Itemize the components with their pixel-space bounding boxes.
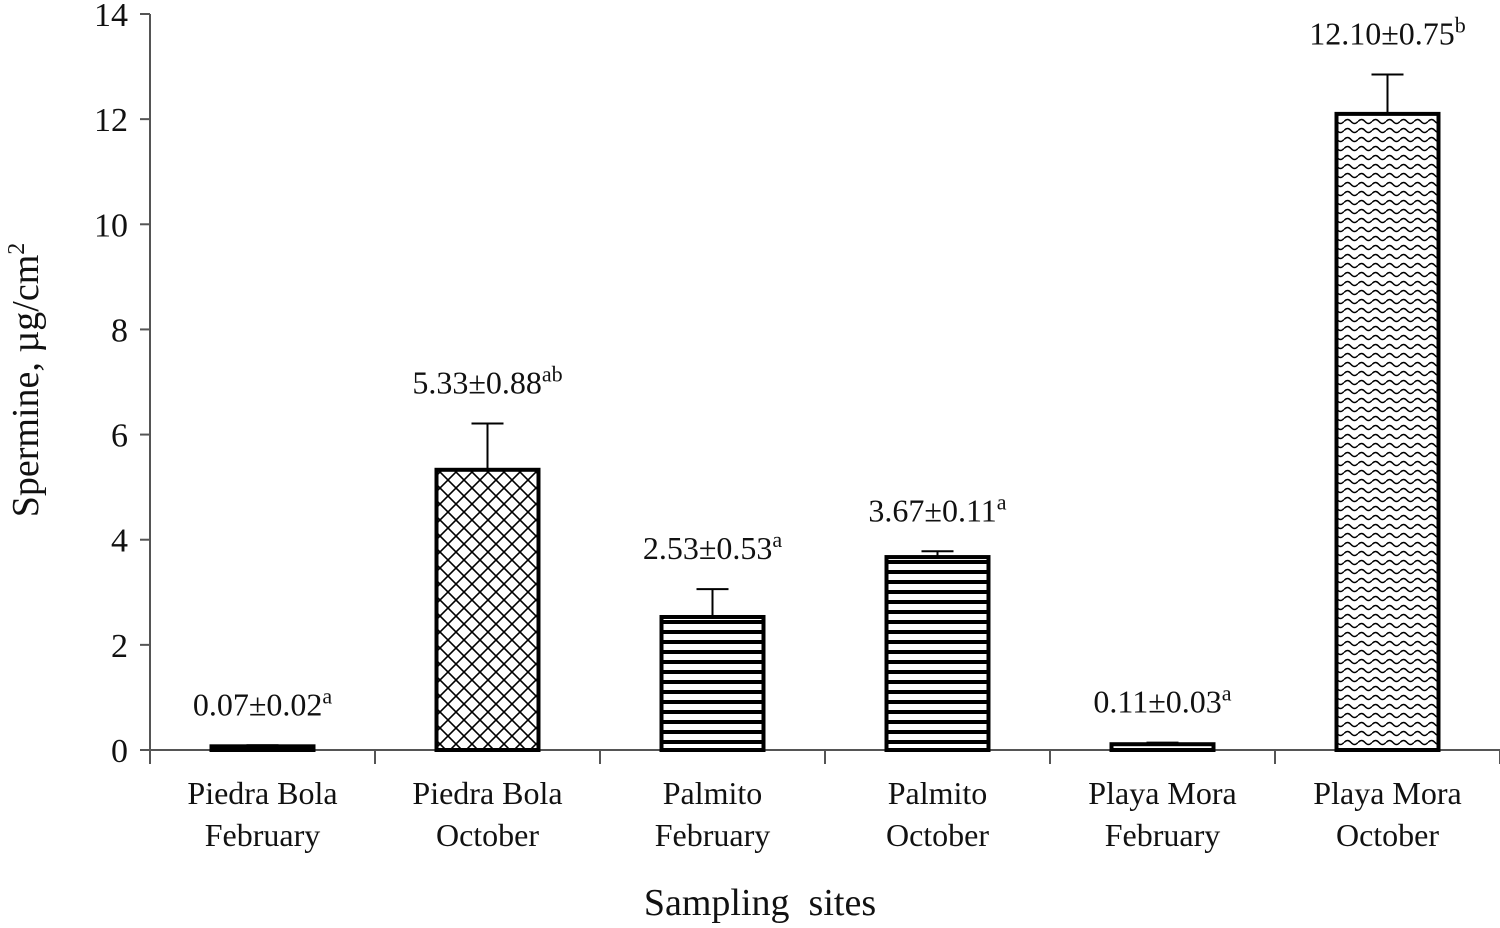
- x-category-label: October: [1336, 817, 1439, 853]
- data-label-superscript: a: [997, 489, 1007, 514]
- data-label-value: 0.07±0.02: [193, 686, 323, 722]
- y-tick-label: 10: [94, 207, 128, 244]
- data-label-superscript: ab: [542, 362, 563, 387]
- bar: [659, 614, 766, 752]
- x-category-label: Playa Mora: [1088, 775, 1236, 811]
- x-category-label: October: [436, 817, 539, 853]
- axes: 0 2 4 6 8 10 12 14: [94, 0, 1500, 770]
- bar: [1109, 742, 1216, 753]
- y-tick-label: 2: [111, 628, 128, 665]
- x-category-label: February: [1105, 817, 1221, 853]
- data-label-value: 3.67±0.11: [868, 492, 996, 528]
- y-axis-title: Spermine, µg/cm2: [4, 243, 47, 518]
- data-label-value: 0.11±0.03: [1093, 684, 1221, 720]
- y-tick-label: 4: [111, 523, 128, 560]
- data-label-superscript: a: [322, 683, 332, 708]
- data-label-value: 5.33±0.88: [412, 365, 542, 401]
- data-label-value: 12.10±0.75: [1309, 15, 1455, 51]
- x-category-label: February: [205, 817, 321, 853]
- y-tick-label: 12: [94, 102, 128, 139]
- x-axis-title: Sampling sites: [644, 882, 876, 924]
- data-label-superscript: a: [772, 527, 782, 552]
- data-label: 0.11±0.03a: [1093, 681, 1231, 720]
- bar: [1334, 111, 1441, 752]
- data-label: 0.07±0.02a: [193, 683, 333, 722]
- x-category-label: Palmito: [663, 775, 763, 811]
- x-category-label: Playa Mora: [1313, 775, 1461, 811]
- data-label-value: 2.53±0.53: [643, 530, 773, 566]
- x-category-label: Piedra Bola: [187, 775, 337, 811]
- data-label-superscript: b: [1455, 12, 1466, 37]
- y-tick-label: 0: [111, 733, 128, 770]
- x-category-label: October: [886, 817, 989, 853]
- bar: [434, 467, 541, 752]
- data-label: 3.67±0.11a: [868, 489, 1006, 528]
- data-label: 5.33±0.88ab: [412, 362, 562, 401]
- y-tick-label: 6: [111, 418, 128, 455]
- y-axis-title-superscript: 2: [4, 243, 30, 255]
- data-label: 12.10±0.75b: [1309, 12, 1466, 51]
- bar: [209, 744, 316, 753]
- x-category-label: February: [655, 817, 771, 853]
- data-label: 2.53±0.53a: [643, 527, 783, 566]
- x-category-label: Piedra Bola: [412, 775, 562, 811]
- x-category-label: Palmito: [888, 775, 988, 811]
- y-axis-title-text: Spermine, µg/cm: [5, 255, 47, 518]
- y-tick-label: 14: [94, 0, 128, 34]
- bar: [884, 555, 991, 753]
- y-tick-label: 8: [111, 312, 128, 349]
- data-label-superscript: a: [1222, 681, 1232, 706]
